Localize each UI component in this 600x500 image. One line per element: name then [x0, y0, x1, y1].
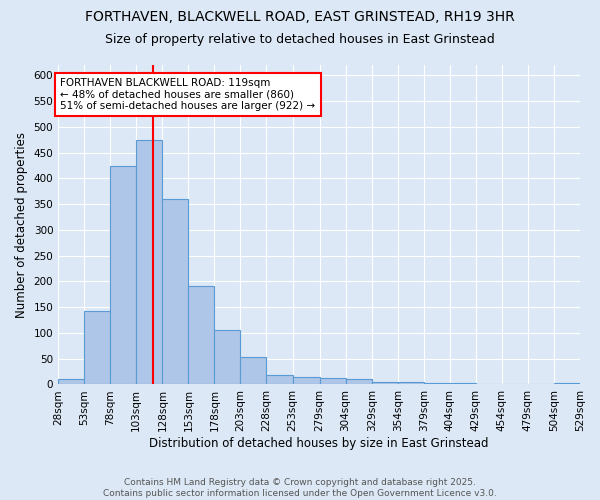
Bar: [293, 377, 320, 384]
Bar: [136, 140, 163, 384]
Bar: [188, 286, 214, 384]
Text: Contains HM Land Registry data © Crown copyright and database right 2025.
Contai: Contains HM Land Registry data © Crown c…: [103, 478, 497, 498]
Bar: [110, 166, 136, 384]
Y-axis label: Number of detached properties: Number of detached properties: [15, 132, 28, 318]
Text: FORTHAVEN BLACKWELL ROAD: 119sqm
← 48% of detached houses are smaller (860)
51% : FORTHAVEN BLACKWELL ROAD: 119sqm ← 48% o…: [60, 78, 316, 111]
Text: Size of property relative to detached houses in East Grinstead: Size of property relative to detached ho…: [105, 32, 495, 46]
X-axis label: Distribution of detached houses by size in East Grinstead: Distribution of detached houses by size …: [149, 437, 489, 450]
Bar: [214, 330, 241, 384]
Bar: [266, 375, 293, 384]
Text: FORTHAVEN, BLACKWELL ROAD, EAST GRINSTEAD, RH19 3HR: FORTHAVEN, BLACKWELL ROAD, EAST GRINSTEA…: [85, 10, 515, 24]
Bar: [450, 383, 476, 384]
Bar: [371, 382, 398, 384]
Bar: [346, 380, 371, 384]
Bar: [241, 356, 266, 384]
Bar: [84, 311, 110, 384]
Bar: [320, 378, 346, 384]
Bar: [398, 382, 424, 384]
Bar: [58, 380, 84, 384]
Bar: [163, 199, 188, 384]
Bar: [554, 383, 580, 384]
